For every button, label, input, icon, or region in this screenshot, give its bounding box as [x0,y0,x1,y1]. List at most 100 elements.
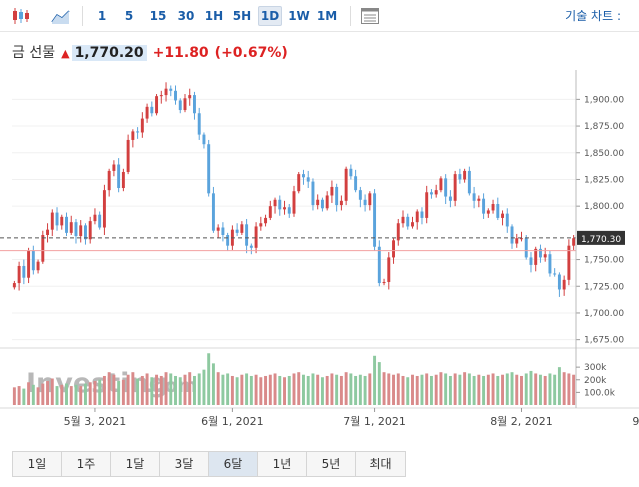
volume-bar [415,375,419,405]
range-3m-button[interactable]: 3달 [160,452,209,476]
candle-body [515,238,519,244]
volume-bar [306,375,310,405]
volume-bar [226,373,230,405]
volume-bar [448,375,452,405]
candle-body [193,95,196,114]
candle-body [467,170,471,194]
technical-chart-link[interactable]: 기술 차트 : [565,9,621,23]
volume-bar [387,373,391,405]
candle-body [387,257,391,282]
candle-body [69,222,73,233]
volume-bar [221,374,225,405]
range-1y-button[interactable]: 1년 [258,452,307,476]
candle-body [211,193,215,231]
volume-bar [325,375,329,405]
area-chart-icon[interactable] [50,6,72,26]
candle-body [401,216,405,224]
volume-bar [302,374,305,405]
volume-bar [429,375,433,405]
volume-bar [524,373,528,405]
volume-bar [477,374,481,405]
candle-body [302,174,305,178]
candle-body [439,178,443,191]
interval-1-button[interactable]: 1 [97,9,107,23]
candle-body [188,95,192,99]
volume-bar [458,374,462,405]
candle-body [50,212,54,230]
candle-body [491,204,495,211]
candle-body [501,213,505,218]
candle-body [55,212,59,226]
candle-body [458,174,462,180]
volume-bar [102,375,106,405]
interval-1h-button[interactable]: 1H [204,9,224,23]
volume-bar [107,372,111,405]
candle-body [12,283,16,288]
volume-bar [159,375,163,405]
range-max-button[interactable]: 최대 [356,452,405,476]
volume-bar [396,373,400,405]
volume-bar [444,373,448,405]
candle-body [325,195,329,209]
candle-body [27,251,31,278]
volume-bar [297,372,301,405]
price-chart[interactable]: Investing .com 1,770.30 1,900.001,875.00… [0,70,639,440]
candle-body [562,279,566,290]
y-tick-label: 1,875.00 [584,122,624,132]
candle-body [311,181,315,206]
candle-body [354,176,358,191]
volume-bar [529,370,533,405]
candle-body [349,168,353,177]
y-tick-label: 1,825.00 [584,175,624,185]
volume-bar [420,374,424,405]
interval-30-button[interactable]: 30 [177,9,195,23]
y-tick-label: 1,900.00 [584,95,624,105]
volume-bar [453,373,457,405]
candle-body [31,251,35,271]
time-range-selector: 1일 1주 1달 3달 6달 1년 5년 최대 [12,451,406,477]
volume-bar [505,373,509,405]
candle-body [221,227,225,235]
range-6m-button[interactable]: 6달 [209,452,258,476]
y-tick-label: 1,750.00 [584,256,624,266]
candle-body [520,238,523,240]
last-price: 1,770.20 [71,45,147,61]
interval-15-button[interactable]: 15 [149,9,167,23]
volume-bar [112,374,116,405]
range-1d-button[interactable]: 1일 [13,452,62,476]
interval-5-button[interactable]: 5 [124,9,134,23]
interval-1m-button[interactable]: 1M [316,9,338,23]
candle-body [159,95,163,97]
volume-bar [88,382,92,405]
volume-bar [373,355,377,405]
candle-body [382,281,386,284]
volume-bar [439,372,443,405]
volume-bar [83,383,87,405]
volume-bar [145,373,149,405]
candle-body [330,186,334,196]
volume-bar [335,374,339,405]
candle-body [235,229,239,233]
volume-bar [193,375,196,405]
interval-5h-button[interactable]: 5H [232,9,252,23]
range-1m-button[interactable]: 1달 [111,452,160,476]
chart-settings-icon[interactable] [359,6,381,26]
volume-bar [562,372,566,405]
interval-1d-button[interactable]: 1D [258,6,282,26]
toolbar-separator [350,6,351,26]
range-5y-button[interactable]: 5년 [307,452,356,476]
candle-body [411,222,414,227]
candle-body [339,200,343,206]
range-1w-button[interactable]: 1주 [62,452,111,476]
toolbar-separator [82,6,83,26]
volume-bar [344,372,348,405]
candle-body [93,214,97,222]
candle-body [463,170,467,180]
candlestick-chart-icon[interactable] [10,6,32,26]
candle-body [41,234,45,262]
volume-bar [486,374,490,405]
candle-body [477,198,481,201]
interval-1w-button[interactable]: 1W [288,9,310,23]
candle-body [226,234,230,246]
volume-bar [174,375,177,405]
